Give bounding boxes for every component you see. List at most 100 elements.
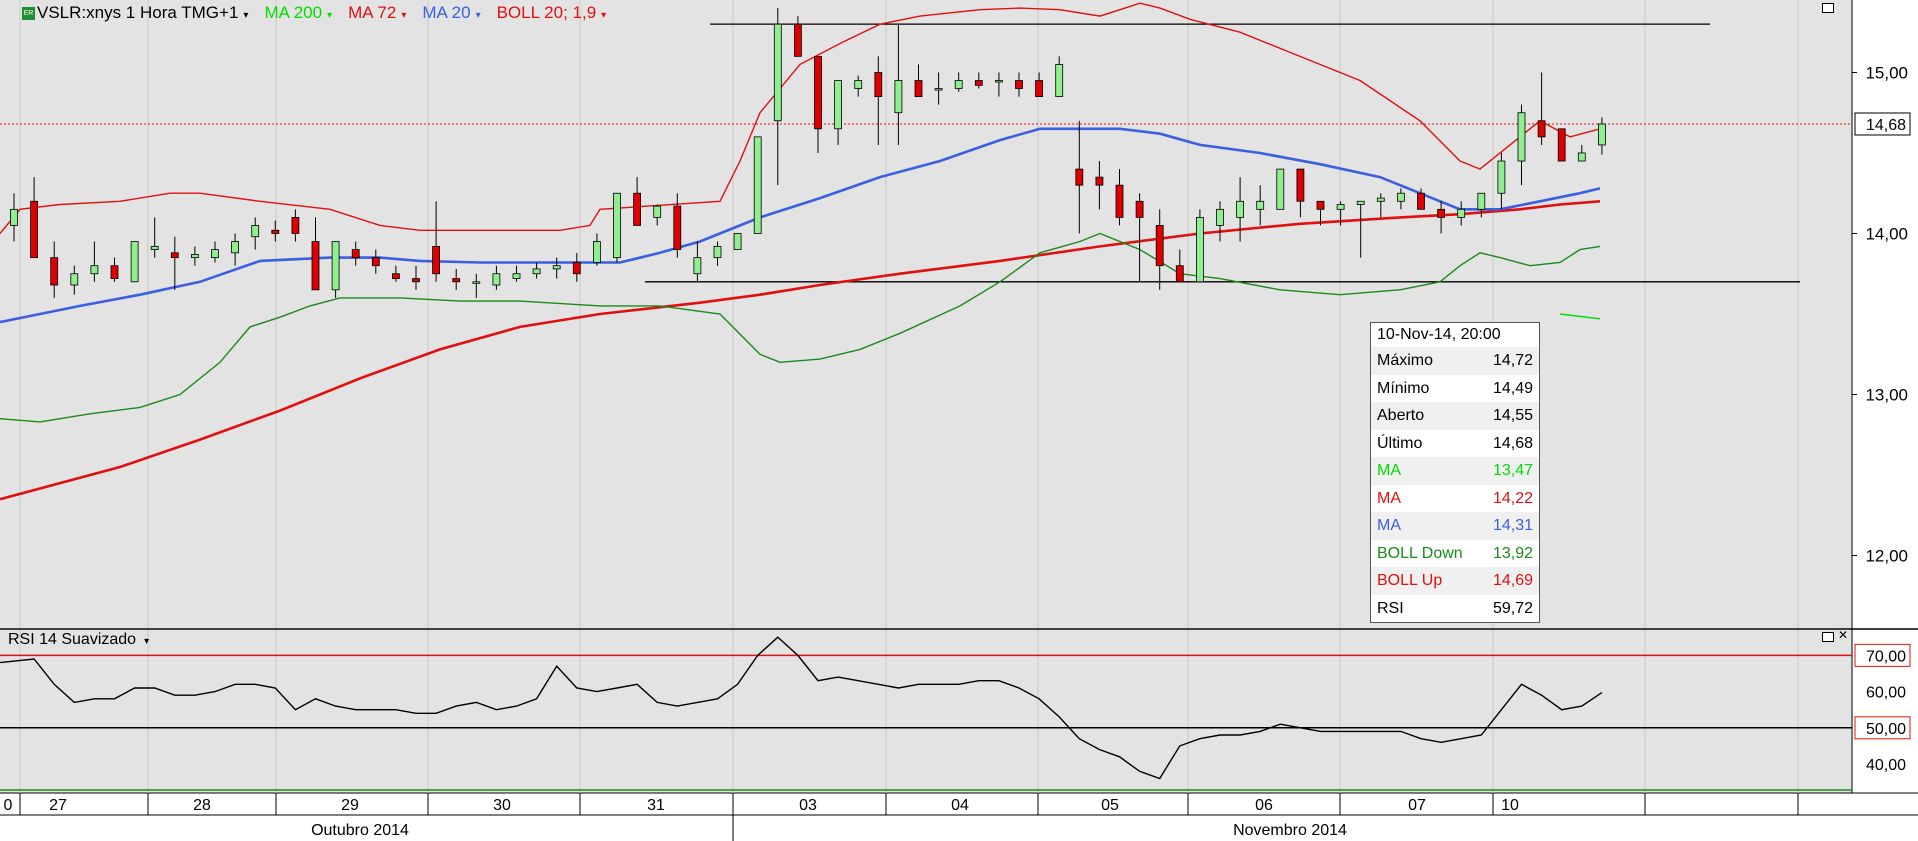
data-window-label: MA xyxy=(1377,462,1401,479)
candle xyxy=(1376,197,1385,202)
x-day-label: 07 xyxy=(1408,797,1426,814)
candle xyxy=(613,192,621,259)
candle xyxy=(150,245,159,250)
candle xyxy=(110,265,119,279)
data-window-value: 14,49 xyxy=(1492,379,1533,397)
candle xyxy=(593,241,601,263)
candle xyxy=(894,80,903,114)
rsi-line xyxy=(0,636,1603,780)
candle xyxy=(1115,184,1124,218)
candle xyxy=(1155,225,1164,267)
x-day-label: 05 xyxy=(1101,797,1119,814)
candle xyxy=(1336,204,1345,210)
candle xyxy=(532,268,541,275)
data-window-row: MA 13,47 xyxy=(1371,457,1539,485)
x-month-label: Outubro 2014 xyxy=(311,822,409,839)
candle xyxy=(1557,128,1566,162)
data-window-label: Máximo xyxy=(1377,352,1434,369)
symbol-label[interactable]: VSLR:xnys 1 Hora TMG+1 ▾ xyxy=(37,3,249,22)
data-window-value: 14,69 xyxy=(1492,572,1533,589)
candle xyxy=(1196,216,1204,283)
candle xyxy=(1457,208,1466,218)
data-window-row: MA 14,31 xyxy=(1371,512,1539,540)
y-tick-label: 15,00 xyxy=(1865,63,1908,82)
candle xyxy=(512,273,521,279)
data-window-row: BOLL Down 13,92 xyxy=(1371,540,1539,568)
legend-boll[interactable]: BOLL 20; 1,9 ▾ xyxy=(496,3,607,22)
legend-ma72[interactable]: MA 72 ▾ xyxy=(348,3,407,22)
candle xyxy=(1035,80,1043,98)
candle xyxy=(190,254,199,259)
series-line-4 xyxy=(0,232,1601,423)
data-window-label: BOLL Up xyxy=(1377,572,1443,589)
legend-ma200[interactable]: MA 200 ▾ xyxy=(264,3,333,22)
rsi-tick-label: 60,00 xyxy=(1866,685,1906,702)
x-day-label: 28 xyxy=(193,797,211,814)
y-tick-label: 14,00 xyxy=(1865,224,1908,243)
candle xyxy=(874,72,883,98)
x-month-label: Novembro 2014 xyxy=(1233,822,1347,839)
candle xyxy=(1296,168,1305,202)
chevron-down-icon: ▾ xyxy=(144,636,150,647)
candle xyxy=(50,257,59,286)
candle xyxy=(914,80,923,98)
symbol-icon: ER xyxy=(22,6,35,20)
data-window-label: Último xyxy=(1377,434,1423,452)
x-day-label: 0 xyxy=(4,797,13,814)
candle xyxy=(1356,200,1365,205)
x-day-label: 30 xyxy=(493,797,511,814)
data-window-label: MA xyxy=(1377,517,1401,534)
candle xyxy=(552,265,561,270)
candle xyxy=(90,265,99,275)
candle xyxy=(934,88,943,91)
data-window-value: 14,55 xyxy=(1492,407,1533,424)
candle xyxy=(1175,265,1184,283)
data-window-label: Aberto xyxy=(1377,407,1425,424)
chevron-down-icon: ▾ xyxy=(401,10,407,21)
candle xyxy=(1095,176,1104,186)
x-day-label: 31 xyxy=(647,797,665,814)
candle xyxy=(1437,208,1445,218)
chevron-down-icon: ▾ xyxy=(475,10,481,21)
x-day-label: 10 xyxy=(1501,797,1519,814)
maximize-rsi-panel-icon[interactable] xyxy=(1822,632,1834,642)
candle xyxy=(974,80,983,86)
legend-ma20[interactable]: MA 20 ▾ xyxy=(422,3,481,22)
candle xyxy=(70,273,79,286)
candle xyxy=(391,273,400,279)
candle xyxy=(472,281,481,284)
candle xyxy=(814,55,822,130)
data-window-label: MA xyxy=(1377,489,1401,507)
x-day-label: 29 xyxy=(341,797,359,814)
chevron-down-icon: ▾ xyxy=(601,10,607,21)
data-window-label: BOLL Down xyxy=(1377,544,1463,562)
candle xyxy=(753,136,762,234)
data-window-row: Máximo 14,72 xyxy=(1371,347,1539,375)
data-window-value: 14,22 xyxy=(1492,489,1533,507)
rsi-tick-label: 40,00 xyxy=(1866,757,1906,774)
candle xyxy=(170,252,179,259)
candle xyxy=(733,233,742,250)
candle xyxy=(432,245,441,275)
rsi-panel-title[interactable]: RSI 14 Suavizado ▾ xyxy=(8,631,150,648)
data-window-row: BOLL Up 14,69 xyxy=(1371,567,1539,595)
maximize-price-panel-icon[interactable] xyxy=(1822,3,1834,13)
candle xyxy=(10,208,18,226)
candle xyxy=(1055,64,1064,98)
candle xyxy=(1256,200,1265,210)
candle xyxy=(1577,152,1586,162)
candle xyxy=(1397,192,1405,202)
series-line-3 xyxy=(0,2,1601,234)
candle xyxy=(371,257,380,267)
rsi-level-box xyxy=(1854,716,1911,740)
x-day-label: 03 xyxy=(799,797,817,814)
data-window-value: 59,72 xyxy=(1492,599,1533,617)
data-window-row: Aberto 14,55 xyxy=(1371,402,1539,430)
candle xyxy=(271,229,280,234)
y-tick-label: 13,00 xyxy=(1865,386,1908,405)
price-panel-background xyxy=(0,0,1852,628)
data-window-row: Último 14,68 xyxy=(1371,430,1539,458)
candle xyxy=(1276,168,1285,210)
close-rsi-panel-icon[interactable]: ✕ xyxy=(1838,628,1849,642)
